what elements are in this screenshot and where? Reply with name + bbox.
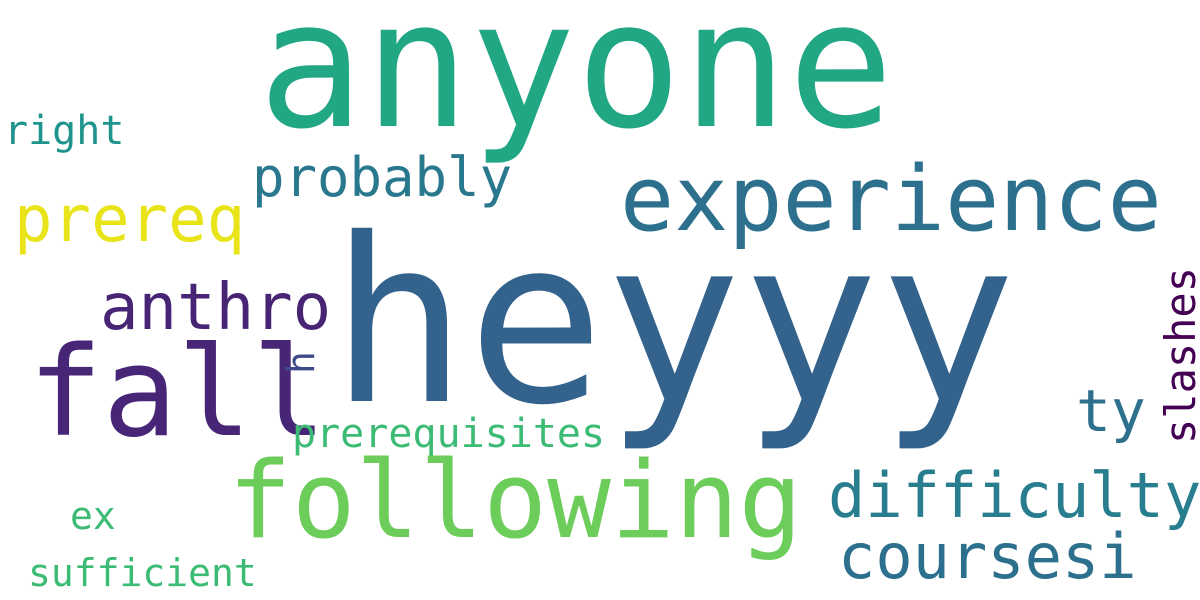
- word-anthro: anthro: [100, 271, 332, 345]
- word-slashes: slashes: [1156, 266, 1200, 444]
- word-prereq: prereq: [14, 183, 246, 257]
- word-heyyy: heyyy: [330, 189, 1017, 455]
- word-prerequisites: prerequisites: [292, 411, 606, 457]
- word-coursesi: coursesi: [838, 520, 1137, 593]
- word-following: following: [228, 439, 803, 562]
- word-experience: experience: [620, 147, 1162, 252]
- word-anyone: anyone: [258, 0, 894, 168]
- word-ex: ex: [70, 494, 116, 538]
- word-ty: ty: [1076, 377, 1146, 445]
- word-h: h: [279, 351, 323, 374]
- word-sufficient: sufficient: [28, 551, 257, 595]
- word-difficulty: difficulty: [828, 459, 1200, 532]
- word-probably: probably: [252, 146, 513, 209]
- word-fall: fall: [28, 321, 327, 465]
- word-right: right: [4, 108, 125, 154]
